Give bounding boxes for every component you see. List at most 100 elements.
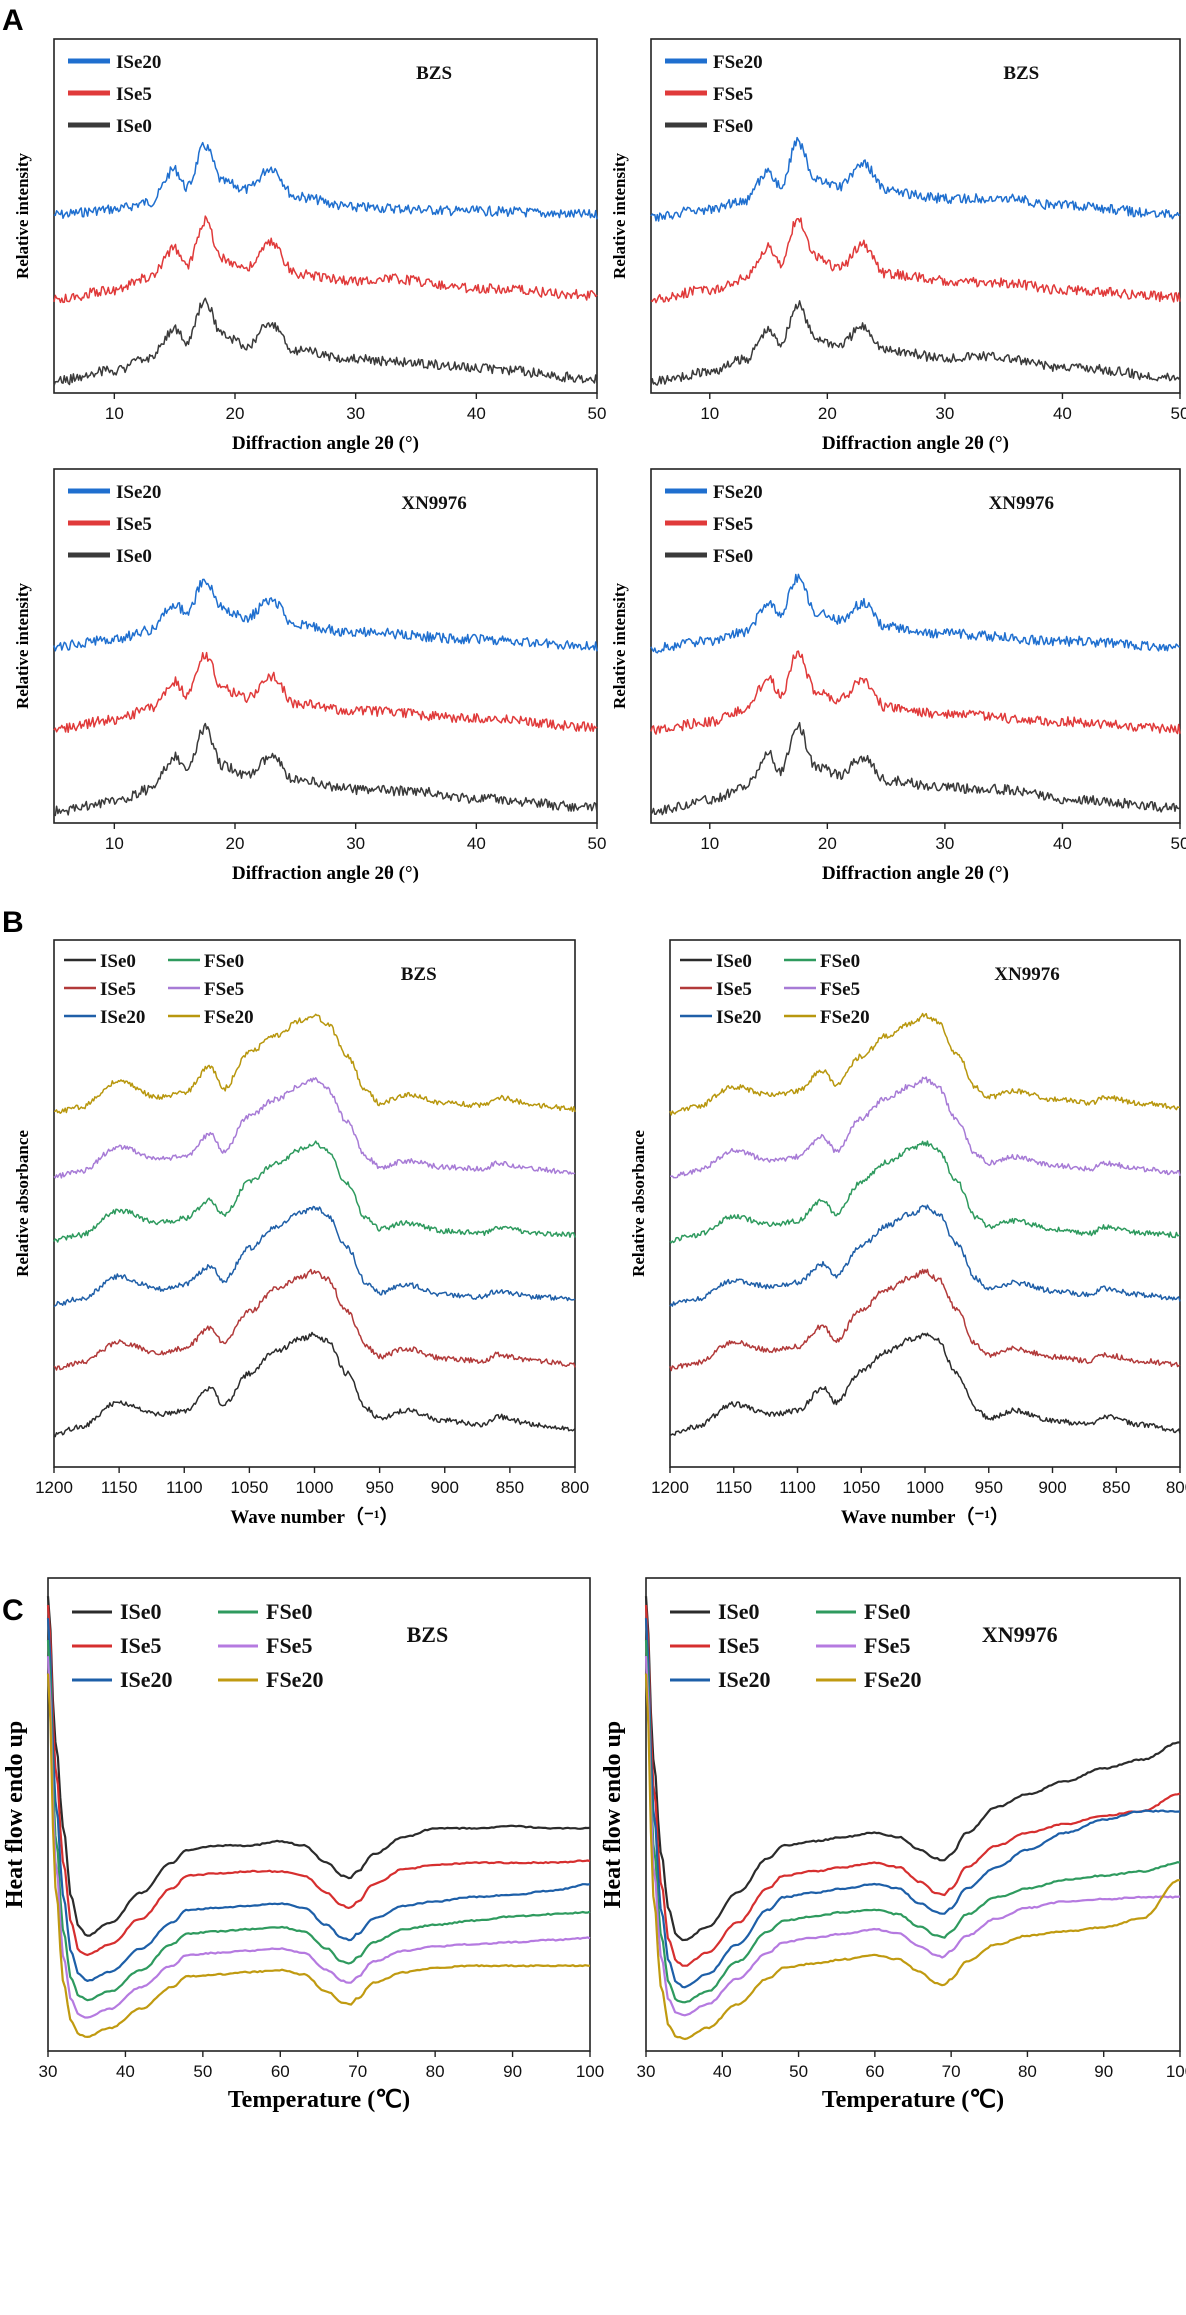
- sample-label: XN9976: [982, 1622, 1058, 1647]
- y-axis-label: Heat flow endo up: [2, 1721, 28, 1908]
- x-tick-label: 90: [1094, 2062, 1113, 2081]
- series-line-FSe5: [46, 1656, 591, 2019]
- legend-label: ISe5: [100, 979, 136, 1000]
- series-line-ISe5: [53, 215, 598, 304]
- x-axis-label: Diffraction angle 2θ (°): [232, 433, 419, 454]
- x-tick-label: 1050: [230, 1478, 268, 1497]
- x-tick-label: 10: [105, 404, 124, 423]
- x-tick-label: 1200: [651, 1478, 689, 1497]
- x-tick-label: 80: [1018, 2062, 1037, 2081]
- legend-label: FSe0: [713, 546, 753, 567]
- legend-label: ISe20: [716, 1007, 761, 1028]
- x-tick-label: 30: [39, 2062, 58, 2081]
- x-tick-label: 50: [588, 834, 607, 853]
- chart-A3: 10 20 30 40 50 Diffraction angle 2θ (°) Relati…: [13, 468, 607, 884]
- series-line-ISe20: [53, 1205, 576, 1308]
- x-tick-label: 60: [865, 2062, 884, 2081]
- chart-A2: 10 20 30 40 50 Diffraction angle 2θ (°) Relati…: [610, 38, 1186, 454]
- legend-label: FSe5: [204, 979, 244, 1000]
- sample-label: BZS: [407, 1622, 449, 1647]
- x-tick-label: 100: [576, 2062, 604, 2081]
- series-line-ISe5: [53, 1268, 576, 1371]
- x-tick-label: 800: [561, 1478, 589, 1497]
- series-line-FSe0: [650, 300, 1181, 386]
- chart-B2: 1200 1150 1100 1050 1000 950 900 850 800 Wave num…: [629, 939, 1186, 1528]
- x-axis-label: Diffraction angle 2θ (°): [822, 863, 1009, 884]
- series-line-ISe0: [669, 1332, 1181, 1436]
- x-axis-label: Wave number（⁻¹）: [841, 1505, 1009, 1528]
- series-line-FSe0: [669, 1140, 1181, 1244]
- series-line-ISe20: [669, 1204, 1181, 1307]
- x-axis-label: Wave number（⁻¹）: [230, 1505, 398, 1528]
- legend-label: ISe20: [116, 482, 161, 503]
- x-tick-label: 950: [975, 1478, 1003, 1497]
- x-tick-label: 30: [935, 834, 954, 853]
- x-tick-label: 40: [713, 2062, 732, 2081]
- x-axis-label: Diffraction angle 2θ (°): [232, 863, 419, 884]
- x-tick-label: 30: [637, 2062, 656, 2081]
- sample-label: BZS: [1003, 63, 1039, 84]
- series-line-ISe5: [644, 1604, 1181, 1967]
- series-line-FSe20: [650, 573, 1181, 654]
- x-tick-label: 1100: [779, 1478, 816, 1497]
- series-line-FSe5: [644, 1656, 1181, 2017]
- y-axis-label: Relative absorbance: [13, 1130, 32, 1277]
- legend-label: FSe20: [713, 482, 763, 503]
- x-tick-label: 70: [942, 2062, 961, 2081]
- x-tick-label: 850: [1102, 1478, 1130, 1497]
- x-tick-label: 850: [496, 1478, 524, 1497]
- legend-label: FSe5: [713, 84, 753, 105]
- legend-label: FSe20: [713, 52, 763, 73]
- legend-label: FSe20: [266, 1667, 323, 1692]
- series-line-FSe5: [650, 217, 1181, 304]
- legend-label: ISe0: [116, 546, 152, 567]
- x-tick-label: 20: [818, 834, 837, 853]
- legend-label: FSe0: [266, 1599, 312, 1624]
- series-line-FSe20: [644, 1673, 1180, 2041]
- legend-label: FSe20: [820, 1007, 870, 1028]
- series-line-ISe5: [46, 1605, 591, 1957]
- x-tick-label: 1200: [35, 1478, 73, 1497]
- x-tick-label: 1050: [842, 1478, 880, 1497]
- x-tick-label: 1100: [166, 1478, 203, 1497]
- series-line-FSe0: [46, 1639, 591, 2002]
- x-tick-label: 40: [1053, 404, 1072, 423]
- legend-label: ISe0: [716, 951, 752, 972]
- x-tick-label: 60: [271, 2062, 290, 2081]
- legend-label: ISe5: [116, 84, 152, 105]
- chart-B1: 1200 1150 1100 1050 1000 950 900 850 800 Wave num…: [13, 939, 589, 1528]
- panel-letter-A: A: [2, 4, 24, 37]
- legend-label: FSe5: [266, 1633, 312, 1658]
- panel-letter-C: C: [2, 1594, 24, 1627]
- series-line-ISe20: [644, 1618, 1181, 1989]
- x-tick-label: 40: [1053, 834, 1072, 853]
- x-tick-label: 50: [1171, 834, 1186, 853]
- x-tick-label: 90: [503, 2062, 522, 2081]
- series-line-ISe0: [644, 1596, 1181, 1942]
- x-tick-label: 10: [700, 404, 719, 423]
- x-tick-label: 100: [1166, 2062, 1186, 2081]
- x-tick-label: 800: [1166, 1478, 1186, 1497]
- legend-label: ISe5: [716, 979, 752, 1000]
- series-line-ISe20: [53, 578, 598, 652]
- x-tick-label: 1150: [715, 1478, 752, 1497]
- x-tick-label: 10: [105, 834, 124, 853]
- legend-label: FSe5: [864, 1633, 910, 1658]
- chart-A4: 10 20 30 40 50 Diffraction angle 2θ (°) Relati…: [610, 468, 1186, 884]
- x-tick-label: 900: [1038, 1478, 1066, 1497]
- series-line-ISe0: [53, 297, 598, 386]
- series-line-FSe0: [53, 1140, 576, 1243]
- chart-C1: 30 40 50 60 70 80 90 100 Temperature (℃) Heat flo…: [2, 1577, 604, 2113]
- legend-label: ISe20: [120, 1667, 173, 1692]
- x-tick-label: 30: [346, 834, 365, 853]
- legend-label: ISe5: [718, 1633, 760, 1658]
- x-tick-label: 30: [935, 404, 954, 423]
- x-tick-label: 950: [365, 1478, 393, 1497]
- legend-label: FSe0: [820, 951, 860, 972]
- legend-label: FSe5: [713, 514, 753, 535]
- series-line-ISe5: [669, 1268, 1181, 1372]
- y-axis-label: Relative intensity: [13, 152, 32, 279]
- plot-frame: [645, 1577, 1181, 2052]
- x-tick-label: 1000: [296, 1478, 334, 1497]
